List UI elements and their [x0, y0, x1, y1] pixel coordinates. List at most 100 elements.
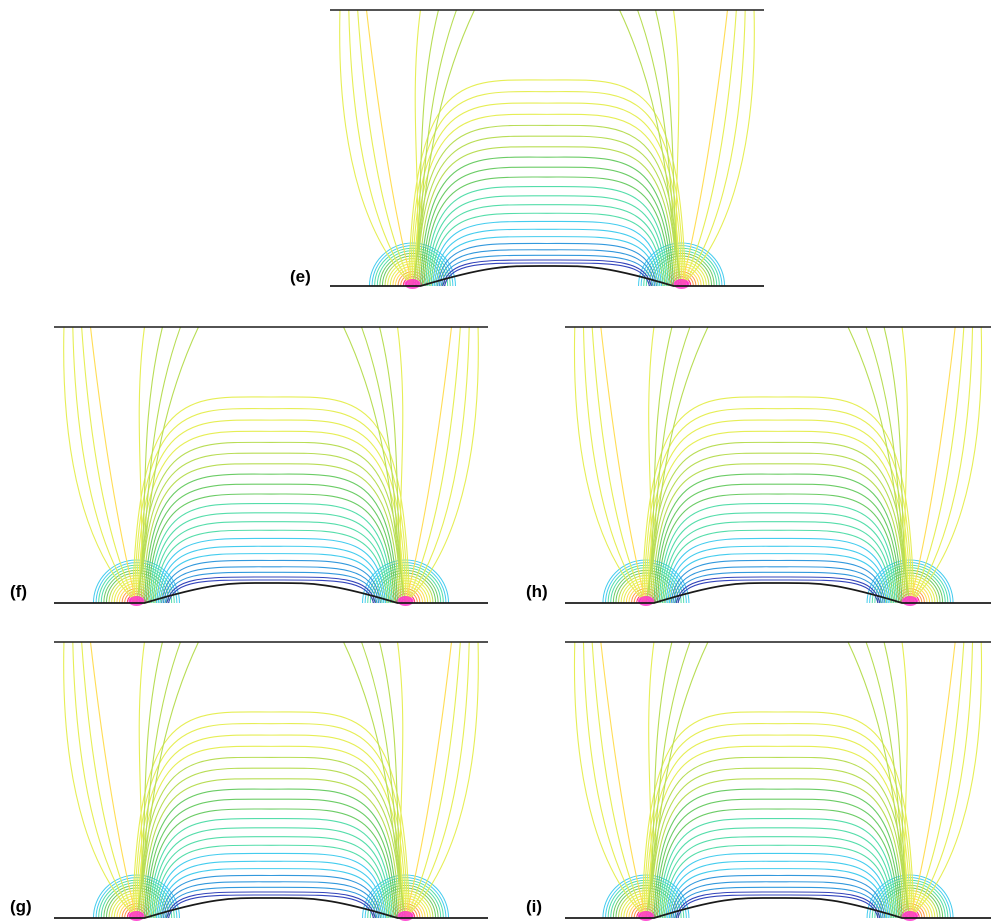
contour-arch-12 — [147, 808, 395, 919]
contour-arch-12 — [423, 176, 671, 287]
contour-arch-21 — [407, 79, 687, 287]
outer-line-left-1 — [81, 326, 137, 604]
contour-arch-14 — [419, 156, 675, 287]
contour-arch-6 — [433, 228, 661, 287]
outer-line-left-0 — [365, 9, 413, 287]
outer-line-left-0 — [600, 641, 647, 919]
source-loop-left-11 — [612, 884, 680, 919]
contour-arch-16 — [649, 452, 907, 604]
contour-arch-4 — [670, 559, 886, 604]
outer-line-right-1 — [681, 9, 737, 287]
source-loop-left-11 — [612, 569, 680, 604]
outer-line-left-2 — [582, 326, 647, 604]
outer-line-right-2 — [405, 641, 470, 919]
source-spot-right — [397, 911, 414, 921]
contour-arch-20 — [409, 91, 685, 287]
contour-arch-2 — [440, 254, 654, 287]
contour-arch-15 — [418, 146, 676, 287]
contour-arch-9 — [152, 521, 390, 604]
contour-arch-0 — [677, 579, 879, 604]
contour-arch-9 — [661, 521, 895, 604]
contour-arch-1 — [675, 891, 881, 919]
contour-arch-2 — [164, 886, 378, 919]
contour-arch-21 — [641, 711, 915, 919]
contour-arch-17 — [138, 441, 404, 604]
contour-arch-3 — [438, 249, 656, 287]
source-spot-right — [397, 596, 414, 606]
outer-line-left-1 — [591, 641, 647, 919]
outer-line-right-2 — [405, 326, 470, 604]
outer-line-left-1 — [357, 9, 413, 287]
contour-arch-0 — [167, 894, 375, 919]
source-spot-left — [404, 279, 421, 289]
contour-arch-16 — [416, 135, 678, 287]
source-loop-left-11 — [103, 569, 170, 604]
contour-arch-14 — [143, 788, 399, 919]
source-loop-left-11 — [103, 884, 170, 919]
outer-line-right-2 — [681, 9, 746, 287]
source-loop-right-10 — [375, 887, 437, 919]
contour-arch-14 — [653, 473, 903, 604]
contour-arch-18 — [137, 745, 405, 919]
inner-line-right-3 — [847, 641, 911, 919]
outer-line-left-0 — [89, 641, 137, 919]
contour-arch-5 — [159, 553, 383, 604]
outer-line-left-3 — [573, 641, 647, 919]
contour-arch-11 — [149, 817, 393, 919]
contour-arch-14 — [143, 473, 399, 604]
contour-arch-2 — [673, 886, 883, 919]
contour-arch-10 — [426, 195, 668, 287]
outer-line-left-1 — [591, 326, 647, 604]
contour-arch-11 — [149, 502, 393, 604]
source-spot-left — [128, 911, 145, 921]
contour-arch-3 — [162, 881, 380, 919]
contour-arch-20 — [643, 408, 913, 604]
source-loop-right-10 — [879, 887, 941, 919]
contour-arch-16 — [649, 767, 907, 919]
contour-arch-19 — [135, 419, 407, 604]
contour-arch-18 — [646, 430, 910, 604]
outer-line-left-1 — [81, 641, 137, 919]
contour-arch-13 — [655, 483, 901, 604]
contour-arch-4 — [161, 874, 381, 919]
contour-arch-10 — [660, 512, 896, 604]
outer-line-right-0 — [405, 641, 453, 919]
outer-line-left-3 — [573, 326, 647, 604]
contour-panel-h — [565, 325, 991, 606]
outer-line-right-2 — [909, 326, 974, 604]
contour-arch-10 — [660, 827, 896, 919]
bottom-boundary-with-bump — [330, 265, 764, 287]
source-loop-right-10 — [651, 255, 713, 287]
contour-arch-1 — [166, 576, 376, 604]
contour-arch-15 — [651, 778, 905, 919]
source-loop-left-10 — [105, 887, 167, 919]
outer-line-right-3 — [405, 326, 479, 604]
contour-arch-9 — [661, 836, 895, 919]
outer-line-right-3 — [681, 9, 755, 287]
contour-arch-2 — [673, 571, 883, 604]
outer-line-right-1 — [909, 641, 965, 919]
contour-arch-15 — [142, 463, 400, 604]
contour-panel-f — [54, 325, 488, 606]
contour-arch-0 — [167, 579, 375, 604]
contour-arch-5 — [159, 868, 383, 919]
contour-arch-3 — [162, 566, 380, 604]
inner-line-left-3 — [135, 641, 199, 919]
source-loop-left-13 — [374, 247, 451, 287]
source-spot-right — [902, 911, 919, 921]
outer-line-left-2 — [348, 9, 413, 287]
outer-line-left-2 — [72, 326, 137, 604]
outer-line-right-3 — [405, 641, 479, 919]
contour-arch-4 — [161, 559, 381, 604]
source-loop-right-13 — [367, 879, 444, 919]
contour-arch-5 — [668, 553, 888, 604]
panel-label-g: (g) — [10, 897, 32, 916]
contour-plot-g — [54, 641, 488, 921]
outer-line-left-3 — [63, 641, 137, 919]
contour-arch-20 — [643, 723, 913, 919]
contour-arch-6 — [667, 860, 889, 919]
contour-panel-e — [330, 8, 764, 289]
contour-arch-6 — [667, 545, 889, 604]
panel-label-i: (i) — [526, 897, 543, 916]
contour-arch-4 — [670, 874, 886, 919]
